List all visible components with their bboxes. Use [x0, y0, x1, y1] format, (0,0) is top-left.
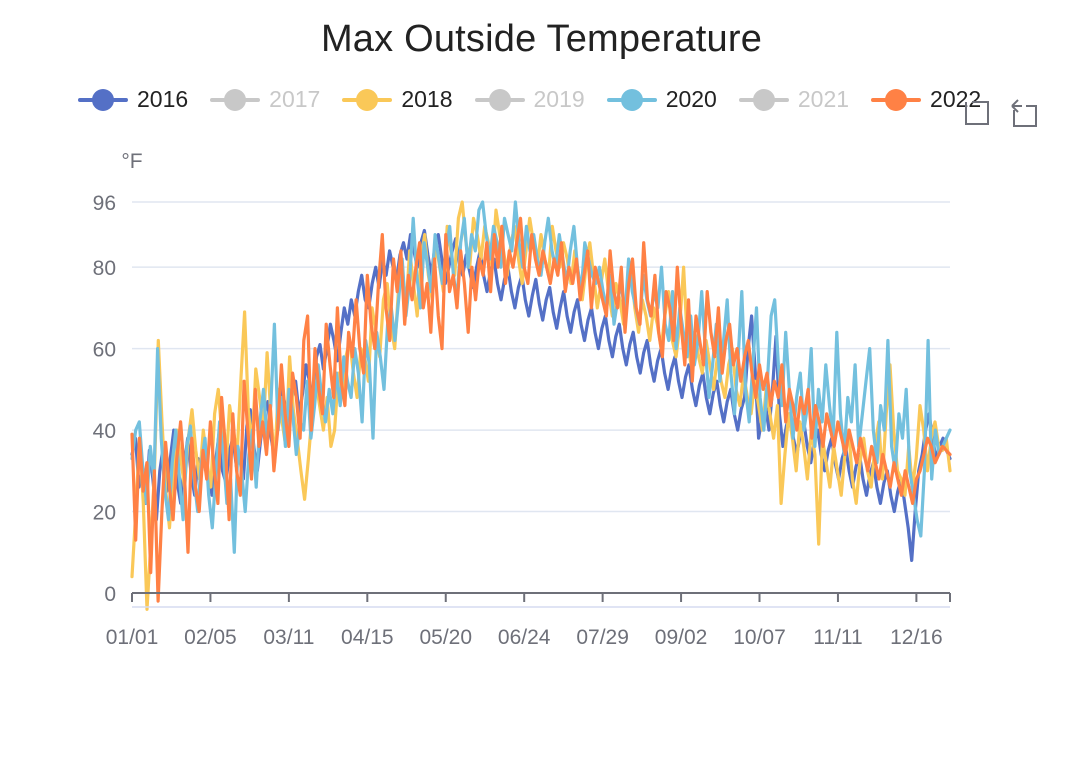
legend-label: 2019	[533, 86, 585, 112]
y-tick-label: 20	[93, 502, 116, 525]
legend-label: 2017	[269, 86, 321, 112]
series-layer	[130, 200, 952, 611]
x-tick-label: 11/11	[813, 626, 862, 649]
y-tick-label: 0	[104, 583, 116, 606]
chart-title: Max Outside Temperature	[320, 18, 763, 60]
series-line-2018[interactable]	[130, 200, 952, 611]
x-tick-label: 02/05	[184, 626, 237, 649]
legend-label: 2021	[797, 86, 850, 112]
y-tick-label: 60	[93, 339, 116, 362]
legend-label: 2016	[137, 86, 189, 112]
x-tick-label: 03/11	[263, 626, 314, 649]
legend-label: 2018	[401, 86, 453, 112]
series-line-2022[interactable]	[130, 216, 952, 603]
legend-label: 2020	[665, 86, 717, 112]
legend-swatch-icon	[871, 88, 922, 112]
legend: 2016 2017 2018 2019 2020 2021 2022	[78, 86, 1003, 113]
toolbox	[962, 96, 1058, 128]
legend-swatch-icon	[78, 88, 128, 112]
y-tick-label: 40	[93, 420, 116, 443]
zoom-reset-icon[interactable]	[1010, 96, 1040, 128]
legend-item-2021[interactable]: 2021	[738, 86, 850, 113]
legend-label: 2022	[930, 86, 982, 112]
y-axis: 0 20 40 60 80 96	[93, 192, 116, 606]
legend-swatch-icon	[606, 88, 657, 112]
legend-item-2017[interactable]: 2017	[210, 86, 320, 113]
grid	[132, 201, 950, 513]
legend-item-2019[interactable]: 2019	[474, 86, 585, 113]
legend-swatch-icon	[474, 88, 525, 112]
x-tick-label: 10/07	[733, 626, 786, 649]
legend-item-2018[interactable]: 2018	[342, 86, 453, 113]
x-tick-label: 07/29	[576, 626, 629, 649]
legend-item-2020[interactable]: 2020	[606, 86, 717, 113]
y-axis-unit-label: °F	[121, 150, 142, 173]
x-tick-label: 01/01	[106, 626, 159, 649]
legend-swatch-icon	[738, 88, 789, 112]
legend-swatch-icon	[342, 88, 393, 112]
legend-swatch-icon	[210, 88, 261, 112]
x-axis: 01/01 02/05 03/11 04/15 05/20 06/24 07/29 09/02…	[106, 592, 951, 649]
series-line-2020[interactable]	[130, 200, 952, 554]
y-tick-label: 80	[93, 257, 116, 280]
legend-item-2022[interactable]: 2022	[871, 86, 981, 113]
x-tick-label: 04/15	[341, 626, 394, 649]
x-tick-label: 09/02	[655, 626, 708, 649]
x-tick-label: 06/24	[498, 626, 551, 649]
y-tick-label: 96	[93, 192, 116, 215]
x-tick-label: 12/16	[890, 626, 943, 649]
legend-item-2016[interactable]: 2016	[78, 86, 188, 113]
data-zoom-icon[interactable]	[962, 96, 992, 128]
series-line-2016[interactable]	[130, 228, 952, 563]
x-tick-label: 05/20	[419, 626, 472, 649]
